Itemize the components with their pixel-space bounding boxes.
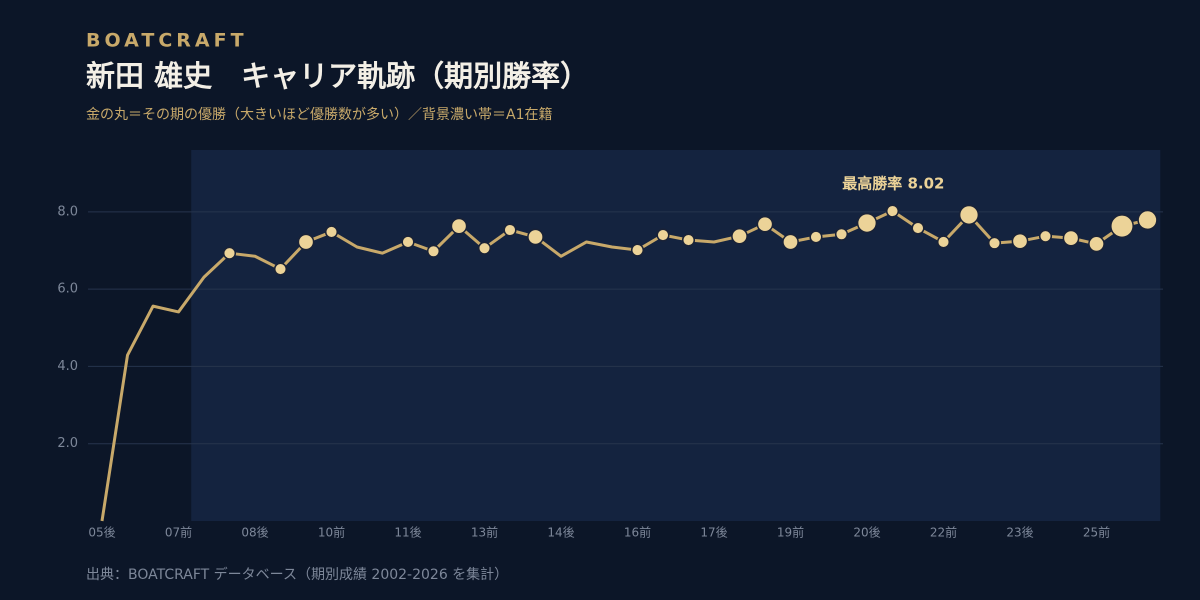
win-dot [958, 204, 980, 226]
x-tick-label: 17後 [700, 526, 727, 540]
win-dot [527, 228, 544, 246]
win-dot [1110, 214, 1134, 239]
x-tick-label: 23後 [1006, 526, 1033, 540]
win-dot [885, 204, 900, 218]
x-tick-label: 11後 [394, 526, 421, 540]
subtitle: 金の丸＝その期の優勝（大きいほど優勝数が多い）／背景濃い帯＝A1在籍 [86, 106, 552, 123]
brand: BOATCRAFT [86, 30, 248, 52]
x-tick-label: 20後 [853, 526, 880, 540]
x-tick-label: 19前 [777, 525, 804, 540]
y-tick-label: 4.0 [57, 359, 78, 374]
win-dot [834, 227, 849, 241]
x-tick-label: 05後 [88, 526, 115, 540]
win-dot [503, 223, 517, 237]
win-dot [297, 233, 315, 251]
win-dot [324, 225, 339, 239]
win-dot [1038, 229, 1053, 243]
win-dot [450, 217, 468, 235]
win-dot [273, 262, 288, 276]
win-dot [731, 227, 748, 245]
win-dot [856, 212, 878, 234]
chart-title: 新田 雄史 キャリア軌跡（期別勝率） [86, 59, 589, 93]
win-dot [936, 235, 951, 249]
x-tick-label: 08後 [241, 526, 268, 540]
x-tick-label: 25前 [1083, 525, 1110, 540]
win-dot [1137, 209, 1158, 231]
win-dot [681, 233, 696, 247]
x-tick-label: 13前 [471, 525, 498, 540]
a1-band [191, 150, 1161, 521]
x-tick-label: 16前 [624, 525, 651, 540]
win-dot [477, 241, 492, 255]
x-tick-label: 22前 [930, 525, 957, 540]
win-dot [426, 244, 441, 258]
y-tick-label: 2.0 [57, 436, 78, 451]
win-dot [1011, 232, 1029, 250]
win-dot [911, 221, 925, 235]
y-tick-label: 8.0 [57, 204, 78, 219]
win-dot [656, 228, 670, 242]
source: 出典：BOATCRAFT データベース（期別成績 2002-2026 を集計） [86, 566, 508, 583]
plot: 2.0 4.0 6.0 8.0 05後 07前 08後 10前 11後 13前 14後 16前 17後 1… [57, 150, 1163, 540]
win-dot [1088, 235, 1105, 253]
win-dot [809, 230, 823, 244]
win-dot [630, 243, 645, 257]
win-dot [782, 233, 799, 251]
win-dot [1062, 229, 1080, 247]
x-tick-label: 10前 [318, 525, 345, 540]
win-dot [987, 236, 1002, 250]
annotation: 最高勝率 8.02 [842, 175, 944, 193]
win-dot [222, 246, 237, 260]
win-dot [756, 215, 774, 233]
x-tick-label: 14後 [547, 526, 574, 540]
y-tick-label: 6.0 [57, 282, 78, 297]
win-dot [401, 235, 415, 249]
x-tick-label: 07前 [165, 525, 192, 540]
